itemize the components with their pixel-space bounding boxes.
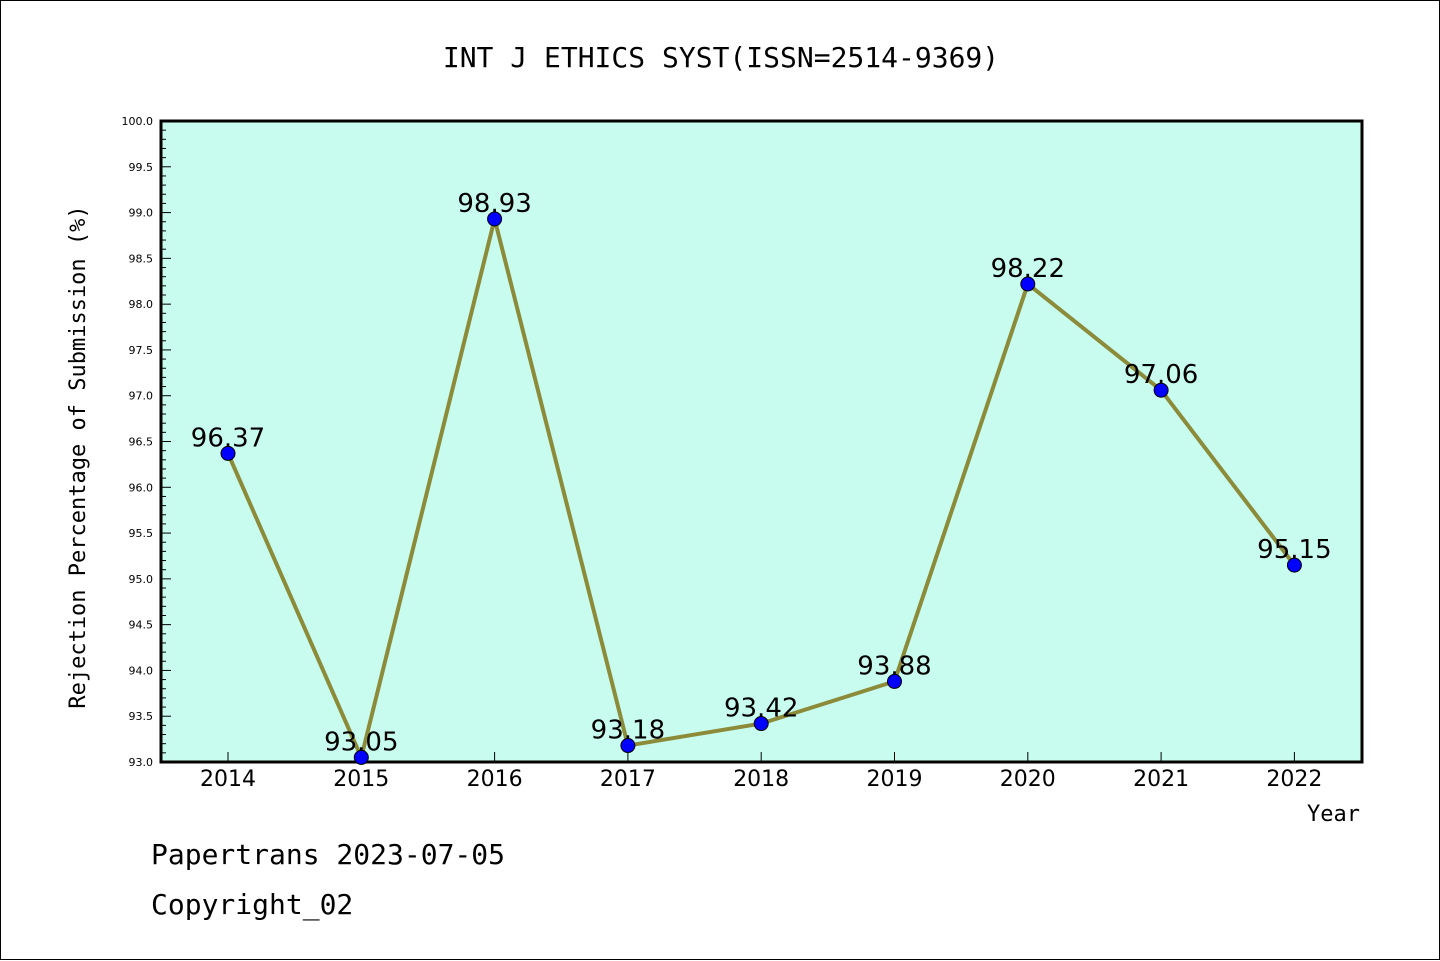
y-tick-label: 93.0 xyxy=(129,756,154,769)
y-tick-label: 96.5 xyxy=(129,436,154,449)
data-point xyxy=(1020,276,1036,292)
data-label: 93.18 xyxy=(591,716,665,746)
data-point xyxy=(1286,557,1302,573)
x-tick-label: 2014 xyxy=(200,767,256,792)
y-tick-label: 94.0 xyxy=(129,664,154,677)
y-tick-label: 97.5 xyxy=(129,344,154,357)
data-point xyxy=(887,673,902,689)
y-tick-label: 98.0 xyxy=(129,298,154,311)
x-tick-label: 2017 xyxy=(600,767,656,792)
footer-copyright: Copyright_02 xyxy=(151,888,353,922)
y-tick-label: 95.0 xyxy=(129,573,154,586)
x-tick-label: 2021 xyxy=(1133,767,1189,792)
x-tick-label: 2016 xyxy=(467,767,523,792)
data-point xyxy=(487,211,503,227)
y-tick-label: 94.5 xyxy=(129,619,154,632)
data-point xyxy=(220,445,236,461)
data-point xyxy=(1153,382,1169,398)
y-tick-label: 99.0 xyxy=(129,207,154,220)
data-labels: 96.37 93.05 98.93 93.18 93.42 93.88 98.22 97.06… xyxy=(191,189,1332,757)
x-tick-label: 2019 xyxy=(867,767,923,792)
x-axis-ticks: 2014 2015 2016 2017 2018 2019 2020 2021 2022 xyxy=(200,752,1322,792)
footer-date: Papertrans 2023-07-05 xyxy=(151,838,505,871)
y-tick-label: 97.0 xyxy=(129,390,154,403)
y-tick-label: 100.0 xyxy=(122,115,154,128)
data-label: 98.93 xyxy=(457,189,531,219)
data-point xyxy=(353,749,369,765)
x-tick-label: 2022 xyxy=(1266,767,1322,792)
data-label: 95.15 xyxy=(1257,535,1331,565)
data-label: 96.37 xyxy=(191,423,265,453)
data-label: 98.22 xyxy=(991,254,1065,284)
y-tick-label: 96.0 xyxy=(129,481,154,494)
y-tick-label: 98.5 xyxy=(129,252,154,265)
y-tick-label: 99.5 xyxy=(129,161,154,174)
y-tick-label: 95.5 xyxy=(129,527,154,540)
data-label: 93.05 xyxy=(324,727,398,757)
data-point xyxy=(620,738,636,754)
y-axis-ticks: 93.0 93.5 94.0 94.5 95.0 95.5 96.0 96.5 97.0 97.5… xyxy=(122,115,171,769)
chart-title: INT J ETHICS SYST(ISSN=2514-9369) xyxy=(443,41,999,74)
x-axis-label: Year xyxy=(1307,802,1360,827)
series-rejection xyxy=(220,211,1302,765)
x-tick-label: 2020 xyxy=(1000,767,1056,792)
data-label: 97.06 xyxy=(1124,360,1198,390)
x-tick-label: 2015 xyxy=(333,767,389,792)
x-tick-label: 2018 xyxy=(733,767,789,792)
y-tick-label: 93.5 xyxy=(129,710,154,723)
plot-area xyxy=(159,119,1364,764)
data-point xyxy=(753,716,769,732)
data-label: 93.42 xyxy=(724,694,798,724)
data-label: 93.88 xyxy=(857,651,931,681)
y-axis-label: Rejection Percentage of Submission (%) xyxy=(66,205,91,708)
